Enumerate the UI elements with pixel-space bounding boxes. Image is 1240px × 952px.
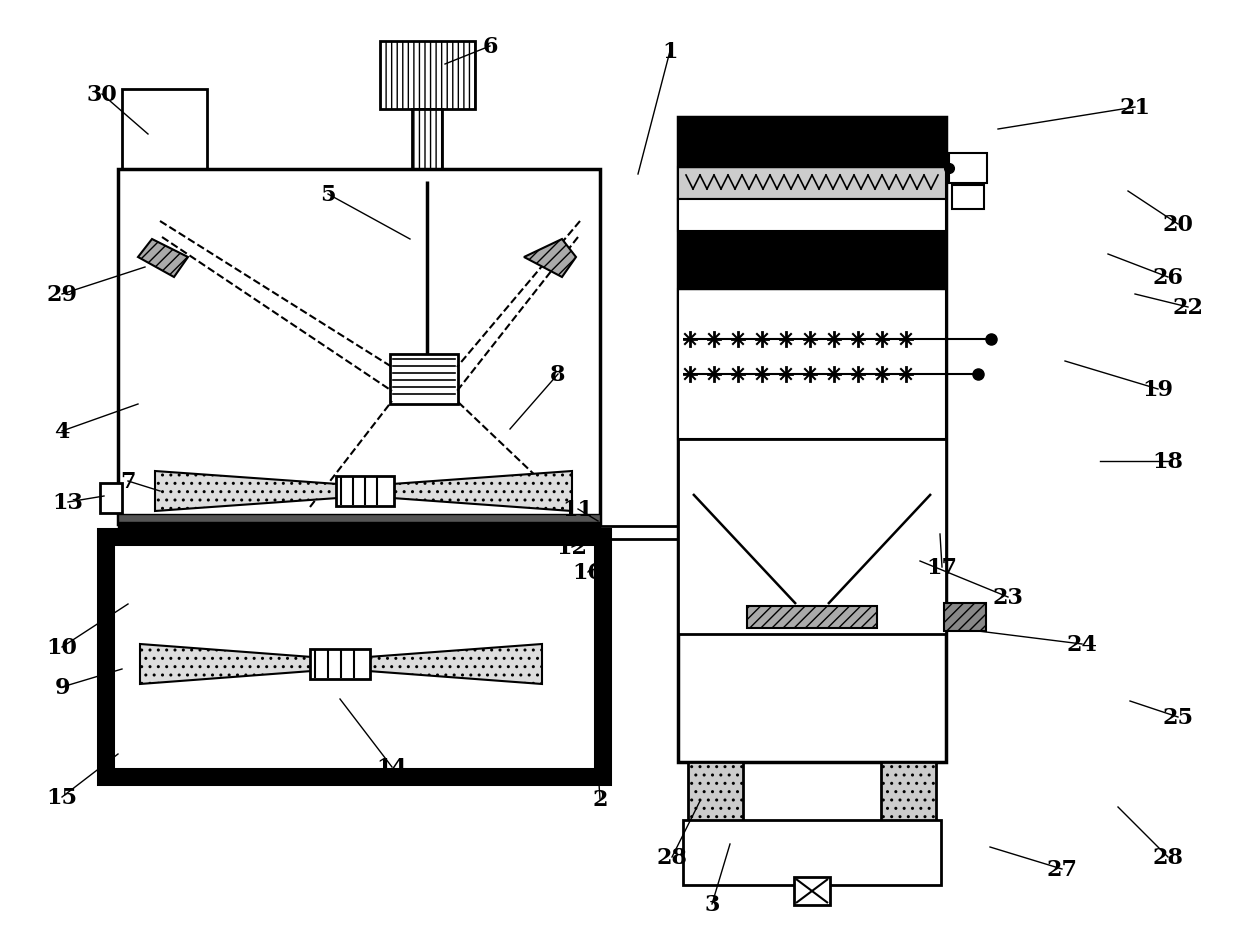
Text: 27: 27 (1047, 858, 1078, 880)
Text: 20: 20 (1163, 214, 1193, 236)
Text: 13: 13 (52, 491, 83, 513)
Polygon shape (155, 471, 339, 511)
Text: 25: 25 (1163, 706, 1193, 728)
Bar (880, 763, 936, 827)
Bar (100, 484, 122, 513)
Bar (310, 649, 370, 680)
Text: 2: 2 (593, 788, 608, 810)
Bar (952, 186, 985, 209)
Text: 22: 22 (1173, 297, 1204, 319)
Bar (794, 877, 830, 905)
Bar (683, 820, 941, 885)
Bar (122, 89, 207, 169)
Text: 12: 12 (557, 536, 588, 559)
Text: 26: 26 (1152, 267, 1183, 288)
Bar (336, 477, 394, 506)
Text: 9: 9 (55, 676, 69, 698)
Polygon shape (392, 471, 572, 511)
Text: 29: 29 (47, 284, 78, 306)
Text: 28: 28 (656, 846, 687, 868)
Text: 6: 6 (482, 36, 497, 58)
Text: 16: 16 (573, 562, 604, 584)
Polygon shape (525, 240, 577, 278)
Bar (118, 169, 600, 525)
Bar (678, 118, 946, 168)
Text: 19: 19 (1142, 379, 1173, 401)
Text: 7: 7 (120, 470, 135, 492)
Text: 21: 21 (1120, 97, 1151, 119)
Text: 5: 5 (320, 184, 336, 206)
Text: 18: 18 (1152, 450, 1183, 472)
Bar (118, 514, 600, 523)
Bar (746, 606, 877, 628)
Bar (379, 42, 475, 109)
Bar (949, 154, 987, 184)
Bar (688, 763, 743, 827)
Text: 1: 1 (662, 41, 678, 63)
Text: 15: 15 (47, 786, 78, 808)
Text: 11: 11 (563, 499, 594, 521)
Polygon shape (368, 645, 542, 684)
Text: 17: 17 (926, 556, 957, 579)
Text: 23: 23 (992, 586, 1023, 608)
Text: 14: 14 (377, 756, 408, 778)
Bar (678, 289, 946, 440)
Text: 3: 3 (704, 893, 719, 915)
Bar (944, 604, 986, 631)
Bar (678, 231, 946, 289)
Polygon shape (138, 240, 188, 278)
Text: 30: 30 (87, 84, 118, 106)
Bar (678, 440, 946, 634)
Text: 4: 4 (55, 421, 69, 443)
Text: 24: 24 (1066, 633, 1097, 655)
Bar (678, 118, 946, 763)
Text: 10: 10 (47, 636, 77, 659)
Text: 28: 28 (1152, 846, 1183, 868)
Bar (678, 200, 946, 231)
Bar (105, 538, 603, 777)
Text: 8: 8 (551, 364, 565, 386)
Polygon shape (140, 645, 312, 684)
Bar (391, 355, 458, 405)
Bar (118, 520, 600, 540)
Bar (412, 109, 441, 182)
Bar (678, 168, 946, 200)
